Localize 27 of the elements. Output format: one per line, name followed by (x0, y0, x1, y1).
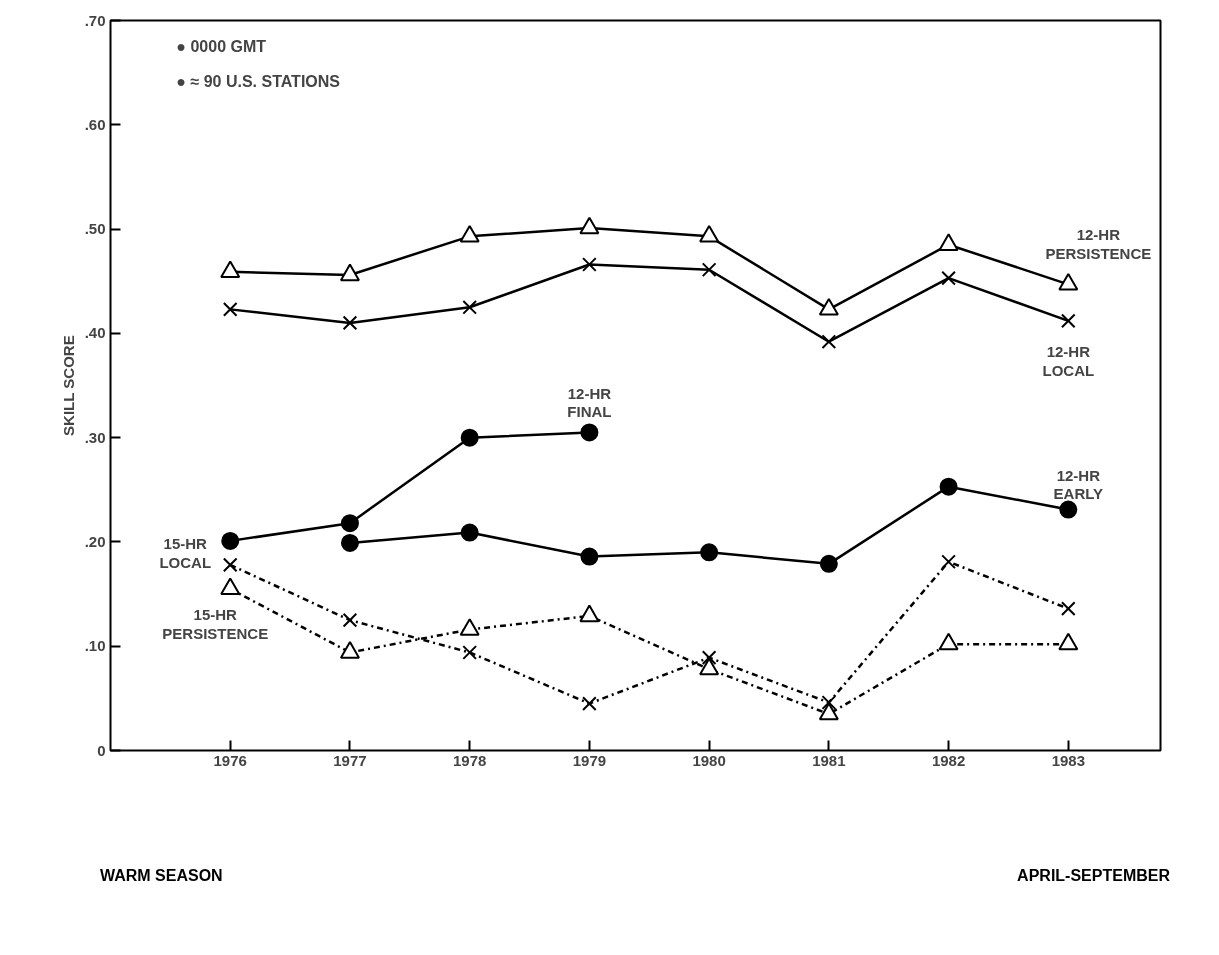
y-tick-label: .10 (84, 637, 106, 655)
x-tick-label: 1978 (452, 751, 487, 769)
annotation: ● ≈ 90 U.S. STATIONS (176, 72, 341, 90)
x-tick-label: 1976 (213, 751, 247, 769)
text: WARM SEASON (100, 866, 223, 886)
x-tick-label: 1977 (333, 751, 367, 769)
x-tick-label: 1983 (1051, 751, 1085, 769)
x-tick-label: 1981 (812, 751, 846, 769)
x-tick-label: 1980 (692, 751, 726, 769)
y-tick-label: .40 (84, 324, 106, 342)
annotation: ● 0000 GMT (176, 38, 267, 56)
series-label: 12-HR FINAL (567, 384, 612, 421)
series-label: 15-HR PERSISTENCE (162, 606, 269, 642)
y-tick-label: 0 (97, 741, 106, 759)
series-label: 12-HR PERSISTENCE (1045, 226, 1152, 263)
y-tick-label: .60 (84, 115, 106, 133)
text: APRIL-SEPTEMBER (1017, 866, 1170, 886)
series-label: 15-HR LOCAL (159, 535, 212, 571)
series-label: 12-HR LOCAL (1042, 342, 1095, 379)
y-tick-label: .50 (84, 220, 106, 238)
y-tick-label: .30 (84, 428, 106, 446)
y-tick-label: .20 (84, 532, 106, 550)
series-label: 12-HR EARLY (1053, 466, 1104, 503)
x-tick-label: 1979 (572, 751, 607, 769)
x-tick-label: 1982 (931, 751, 966, 769)
y-axis-title: SKILL SCORE (59, 335, 77, 436)
y-tick-label: .70 (84, 11, 106, 29)
